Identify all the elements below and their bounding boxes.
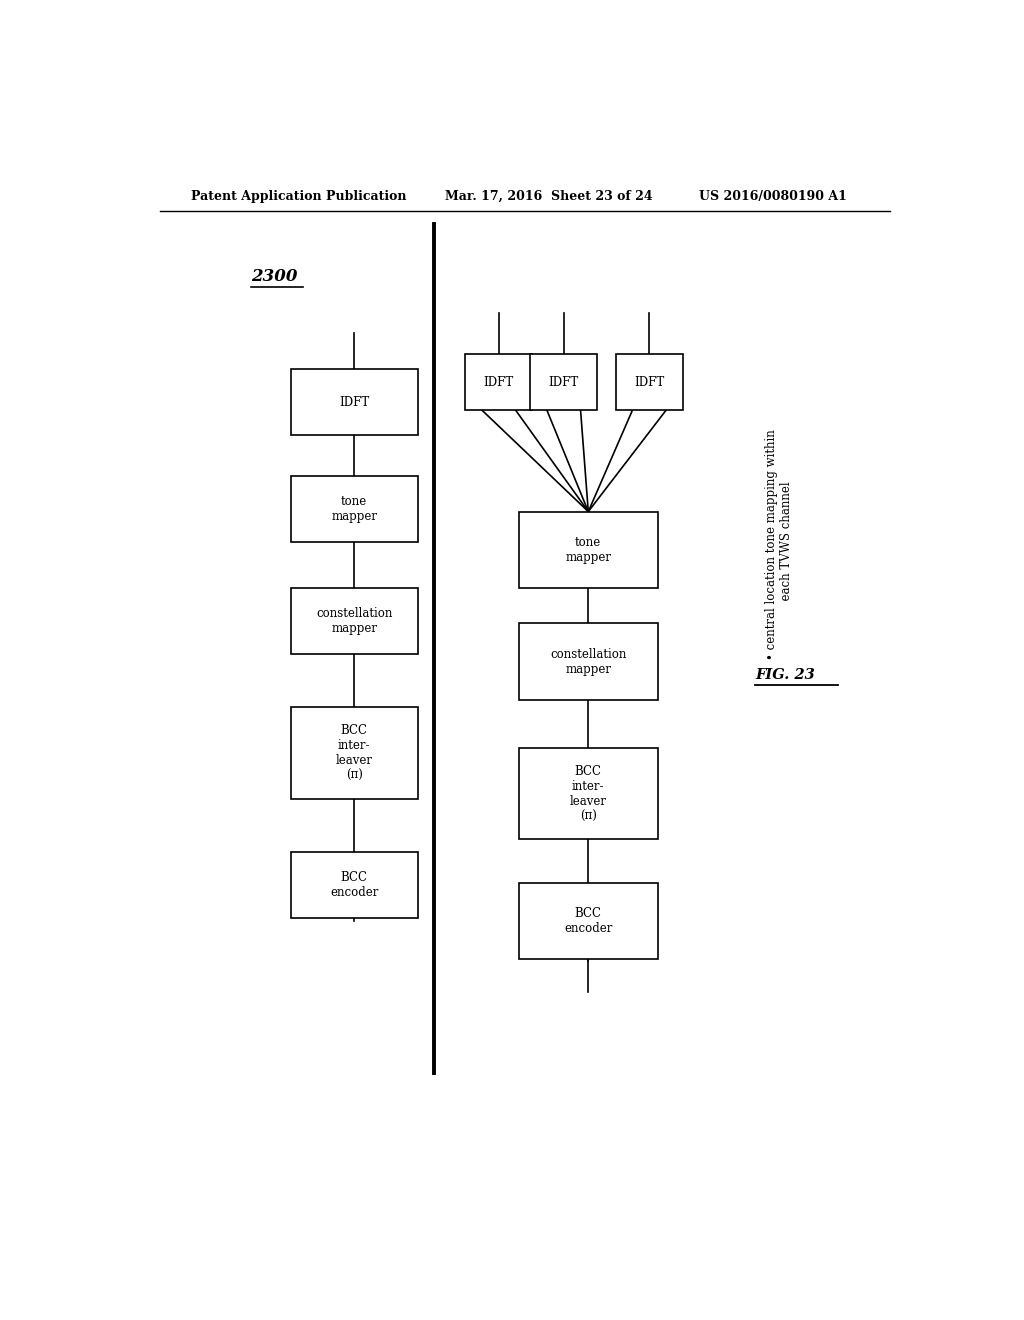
Bar bbox=[291, 708, 418, 799]
Text: constellation
mapper: constellation mapper bbox=[316, 607, 392, 635]
Text: BCC
encoder: BCC encoder bbox=[564, 907, 612, 935]
Bar bbox=[519, 748, 657, 840]
Bar bbox=[519, 623, 657, 700]
Text: Patent Application Publication: Patent Application Publication bbox=[191, 190, 407, 202]
Text: FIG. 23: FIG. 23 bbox=[755, 668, 815, 682]
Bar bbox=[465, 354, 532, 411]
Text: US 2016/0080190 A1: US 2016/0080190 A1 bbox=[699, 190, 847, 202]
Bar bbox=[291, 370, 418, 436]
Text: IDFT: IDFT bbox=[549, 375, 579, 388]
Bar bbox=[291, 853, 418, 919]
Text: 2300: 2300 bbox=[251, 268, 298, 285]
Text: • central location tone mapping within
  each TVWS channel: • central location tone mapping within e… bbox=[765, 429, 793, 660]
Text: tone
mapper: tone mapper bbox=[565, 536, 611, 564]
Text: constellation
mapper: constellation mapper bbox=[550, 648, 627, 676]
Bar bbox=[530, 354, 597, 411]
Text: BCC
encoder: BCC encoder bbox=[330, 871, 378, 899]
Bar bbox=[519, 512, 657, 587]
Text: Mar. 17, 2016  Sheet 23 of 24: Mar. 17, 2016 Sheet 23 of 24 bbox=[445, 190, 653, 202]
Bar bbox=[291, 477, 418, 543]
Bar bbox=[291, 587, 418, 653]
Bar bbox=[615, 354, 683, 411]
Text: tone
mapper: tone mapper bbox=[331, 495, 377, 523]
Bar bbox=[519, 883, 657, 958]
Text: BCC
inter-
leaver
(π): BCC inter- leaver (π) bbox=[569, 764, 607, 822]
Text: IDFT: IDFT bbox=[634, 375, 665, 388]
Text: IDFT: IDFT bbox=[339, 396, 370, 409]
Text: IDFT: IDFT bbox=[483, 375, 514, 388]
Text: BCC
inter-
leaver
(π): BCC inter- leaver (π) bbox=[336, 723, 373, 781]
